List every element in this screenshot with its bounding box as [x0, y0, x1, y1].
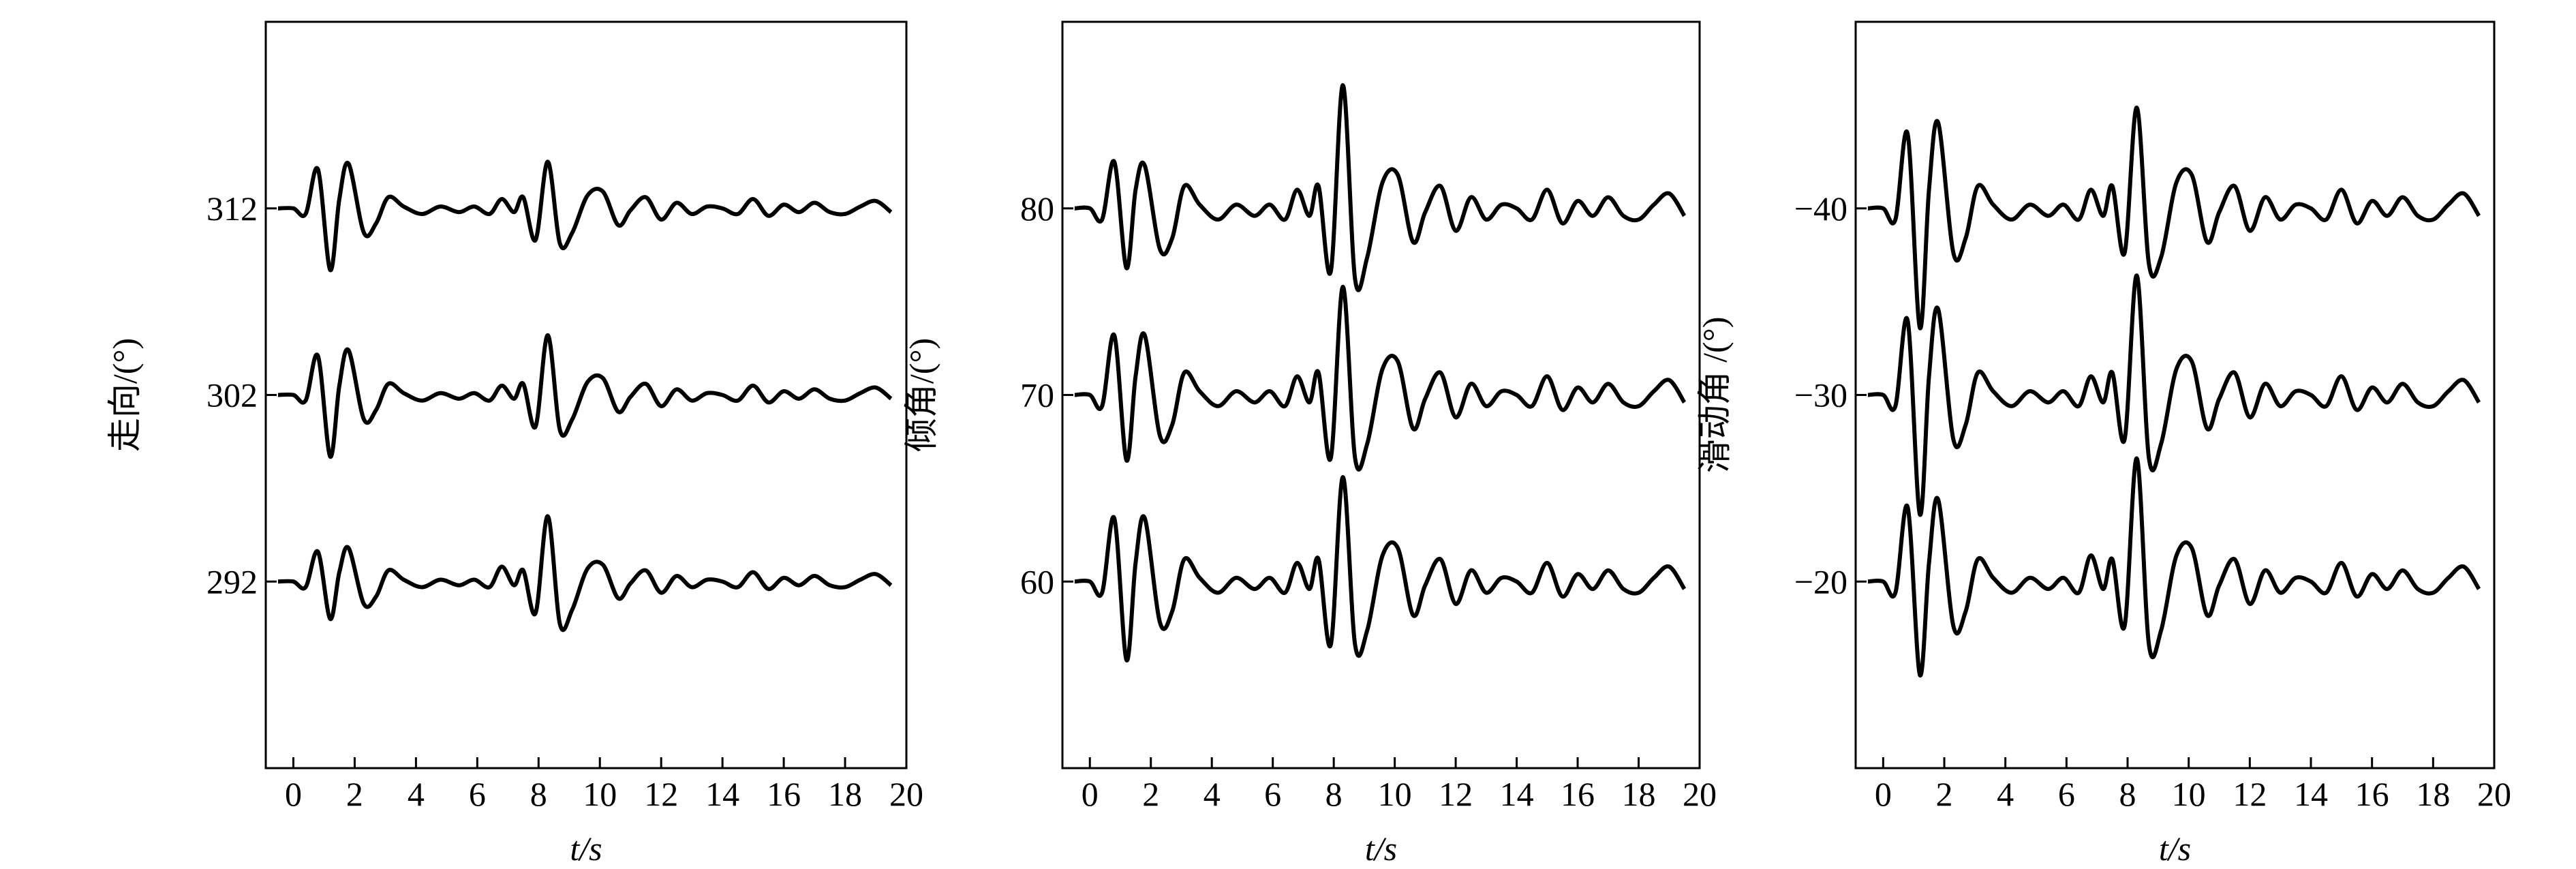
x-tick-label: 2: [1936, 775, 1953, 813]
x-tick-label: 12: [644, 775, 678, 813]
x-tick-label: 0: [1082, 775, 1099, 813]
x-tick-label: 16: [1561, 775, 1595, 813]
y-tick-label: 312: [206, 189, 258, 228]
y-tick-label: 70: [1020, 376, 1054, 414]
axes-frame: [1854, 20, 2496, 769]
x-tick-label: 10: [1378, 775, 1412, 813]
axes-frame: [264, 20, 908, 769]
y-tick-label: −20: [1794, 562, 1847, 600]
series-line: [1867, 273, 2481, 517]
x-tick-label: 6: [2058, 775, 2075, 813]
y-axis-label: 倾角/(°): [902, 338, 940, 452]
series-line: [1867, 105, 2481, 331]
x-tick-label: 20: [2477, 775, 2511, 813]
x-tick-label: 20: [889, 775, 923, 813]
x-tick-label: 8: [530, 775, 547, 813]
x-axis-label: t/s: [1365, 829, 1397, 868]
x-tick-label: 18: [1622, 775, 1656, 813]
y-tick-label: −30: [1794, 376, 1847, 414]
series-line: [1074, 474, 1687, 662]
x-tick-label: 20: [1683, 775, 1717, 813]
y-axis-label: 滑动角 /(°): [1696, 317, 1734, 474]
y-tick-label: 80: [1020, 189, 1054, 228]
x-tick-label: 14: [1500, 775, 1534, 813]
x-tick-label: 14: [2294, 775, 2328, 813]
x-tick-label: 10: [2172, 775, 2206, 813]
series-line: [277, 333, 893, 459]
y-tick-label: −40: [1794, 189, 1847, 228]
series-line: [1074, 83, 1687, 292]
y-tick-label: 292: [206, 562, 258, 600]
x-tick-label: 0: [285, 775, 302, 813]
series-line: [1867, 456, 2481, 677]
y-axis-label: 走向/(°): [106, 338, 144, 452]
series-line: [277, 514, 893, 632]
x-tick-label: 4: [1997, 775, 2014, 813]
axes-frame: [1061, 20, 1701, 769]
x-tick-label: 18: [828, 775, 862, 813]
x-axis-label: t/s: [2159, 829, 2191, 868]
x-tick-label: 16: [2355, 775, 2389, 813]
x-tick-label: 10: [583, 775, 617, 813]
y-tick-label: 302: [206, 376, 258, 414]
series-line: [277, 159, 893, 273]
x-tick-label: 16: [767, 775, 801, 813]
x-tick-label: 2: [1142, 775, 1159, 813]
x-tick-label: 18: [2416, 775, 2450, 813]
x-tick-label: 2: [346, 775, 363, 813]
series-line: [1074, 284, 1687, 472]
x-tick-label: 12: [1439, 775, 1473, 813]
x-tick-label: 6: [1264, 775, 1281, 813]
y-tick-label: 60: [1020, 562, 1054, 600]
x-tick-label: 8: [2119, 775, 2136, 813]
x-tick-label: 0: [1875, 775, 1892, 813]
x-tick-label: 14: [705, 775, 739, 813]
x-axis-label: t/s: [570, 829, 602, 868]
x-tick-label: 12: [2233, 775, 2267, 813]
x-tick-label: 4: [408, 775, 425, 813]
x-tick-label: 4: [1203, 775, 1221, 813]
x-tick-label: 8: [1325, 775, 1343, 813]
x-tick-label: 6: [469, 775, 486, 813]
